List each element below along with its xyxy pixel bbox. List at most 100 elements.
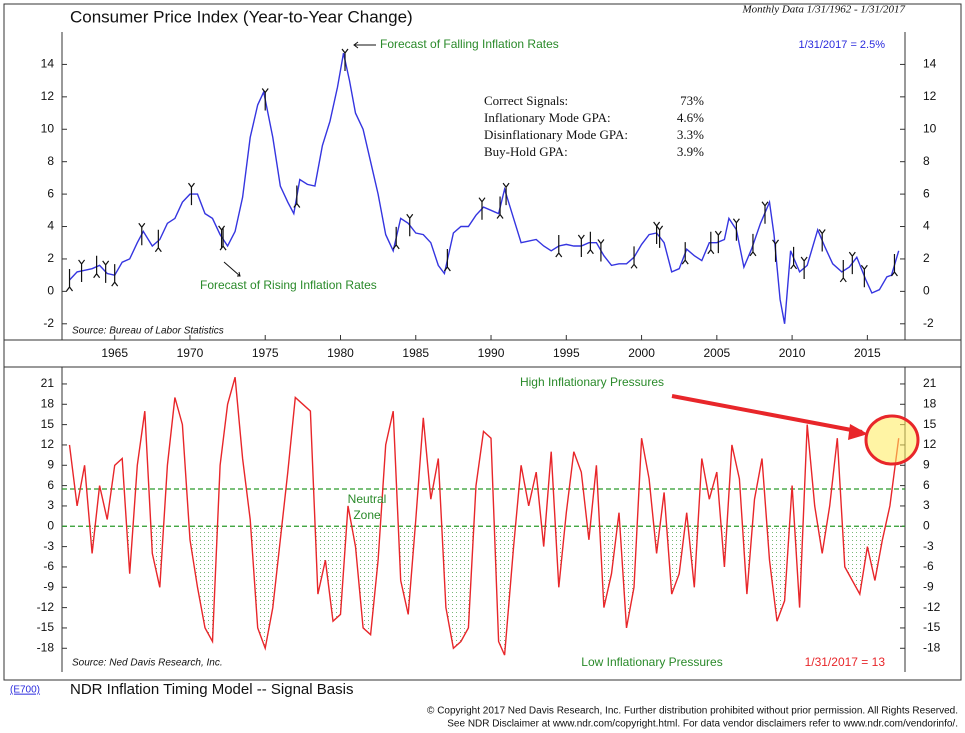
- y-tick-label: 10: [923, 121, 937, 135]
- annotation: Low Inflationary Pressures: [581, 655, 722, 669]
- y-tick-label: 18: [923, 396, 937, 410]
- down-arrow: [800, 256, 808, 280]
- y-tick-label: -15: [923, 620, 941, 634]
- y-tick-label: 12: [41, 89, 55, 103]
- annotation: Forecast of Rising Inflation Rates: [200, 278, 377, 292]
- x-tick-label: 2010: [779, 346, 806, 360]
- y-tick-label: -9: [43, 579, 54, 593]
- y-tick-label: 14: [41, 57, 55, 71]
- y-tick-label: 15: [41, 417, 55, 431]
- down-arrow: [597, 239, 605, 262]
- x-tick-label: 2005: [703, 346, 730, 360]
- y-tick-label: 4: [923, 219, 930, 233]
- y-tick-label: 3: [47, 498, 54, 512]
- up-arrow: [681, 242, 689, 265]
- annotation: 1/31/2017 = 13: [805, 655, 886, 669]
- up-arrow: [839, 259, 847, 283]
- down-arrow: [714, 230, 722, 254]
- x-tick-label: 1975: [252, 346, 279, 360]
- subtitle: Monthly Data 1/31/1962 - 1/31/2017: [741, 4, 905, 16]
- highlight-arrow: [671, 394, 863, 434]
- source: Source: Ned Davis Research, Inc.: [72, 658, 223, 669]
- chart-title: Consumer Price Index (Year-to-Year Chang…: [70, 7, 413, 26]
- y-tick-label: 6: [47, 478, 54, 492]
- copyright: See NDR Disclaimer at www.ndr.com/copyri…: [447, 719, 958, 730]
- up-arrow: [630, 246, 638, 269]
- down-arrow: [218, 225, 226, 248]
- y-tick-label: 14: [923, 57, 937, 71]
- annotation: 1/31/2017 = 2.5%: [798, 39, 885, 51]
- y-tick-label: 6: [923, 186, 930, 200]
- up-arrow: [443, 249, 451, 272]
- y-tick-label: -18: [37, 640, 55, 654]
- up-arrow: [890, 254, 898, 277]
- down-arrow: [761, 201, 769, 224]
- y-tick-label: 0: [923, 518, 930, 532]
- up-arrow: [66, 269, 74, 292]
- highlight-circle: [864, 414, 920, 466]
- y-tick-label: 12: [923, 89, 937, 103]
- down-arrow: [187, 182, 195, 206]
- up-arrow: [749, 233, 757, 257]
- highlight-arrowhead: [848, 424, 868, 440]
- y-tick-label: 10: [41, 121, 55, 135]
- annotation: Zone: [353, 508, 381, 522]
- annotation: Neutral: [348, 492, 387, 506]
- down-arrow: [502, 182, 510, 206]
- negative-area: [69, 526, 899, 656]
- down-arrow: [732, 218, 740, 241]
- up-arrow: [586, 231, 594, 255]
- y-tick-label: 21: [41, 376, 55, 390]
- up-arrow: [392, 226, 400, 250]
- chart-code: (E700): [10, 685, 40, 696]
- up-arrow: [93, 255, 101, 279]
- y-tick-label: 9: [47, 457, 54, 471]
- outer-frame: [3, 3, 962, 681]
- up-arrow: [555, 234, 563, 258]
- annotation: High Inflationary Pressures: [520, 375, 664, 389]
- y-tick-label: 0: [47, 284, 54, 298]
- footer-title: NDR Inflation Timing Model -- Signal Bas…: [70, 681, 353, 698]
- stat-label: Buy-Hold GPA:: [484, 144, 568, 159]
- y-tick-label: -2: [43, 316, 54, 330]
- y-tick-label: -6: [923, 559, 934, 573]
- y-tick-label: 12: [41, 437, 55, 451]
- y-tick-label: 21: [923, 376, 937, 390]
- y-tick-label: 3: [923, 498, 930, 512]
- y-tick-label: -12: [37, 600, 55, 614]
- x-tick-label: 2000: [628, 346, 655, 360]
- down-arrow: [102, 260, 110, 283]
- y-tick-label: 8: [923, 154, 930, 168]
- down-arrow: [406, 213, 414, 237]
- x-tick-label: 1970: [177, 346, 204, 360]
- y-tick-label: 0: [923, 284, 930, 298]
- y-tick-label: 2: [923, 251, 930, 265]
- stat-value: 4.6%: [677, 110, 704, 125]
- down-arrow: [341, 48, 349, 71]
- source: Source: Bureau of Labor Statistics: [72, 326, 224, 337]
- pointer: [223, 261, 241, 277]
- down-arrow: [772, 239, 780, 262]
- down-arrow: [261, 88, 269, 111]
- y-tick-label: -15: [37, 620, 55, 634]
- y-tick-label: 18: [41, 396, 55, 410]
- stat-label: Disinflationary Mode GPA:: [484, 127, 628, 142]
- up-arrow: [154, 229, 162, 253]
- down-arrow: [138, 222, 146, 246]
- up-arrow: [707, 231, 715, 255]
- y-tick-label: 2: [47, 251, 54, 265]
- y-tick-label: 6: [923, 478, 930, 492]
- series-line: [68, 377, 900, 656]
- stat-value: 73%: [680, 93, 704, 108]
- x-tick-label: 1995: [553, 346, 580, 360]
- y-tick-label: 6: [47, 186, 54, 200]
- pointer: [353, 41, 376, 49]
- series-line: [68, 52, 900, 324]
- annotation: Forecast of Falling Inflation Rates: [380, 37, 559, 51]
- y-tick-label: -18: [923, 640, 941, 654]
- x-tick-label: 1985: [402, 346, 429, 360]
- stat-value: 3.9%: [677, 144, 704, 159]
- x-tick-label: 2015: [854, 346, 881, 360]
- y-tick-label: -2: [923, 316, 934, 330]
